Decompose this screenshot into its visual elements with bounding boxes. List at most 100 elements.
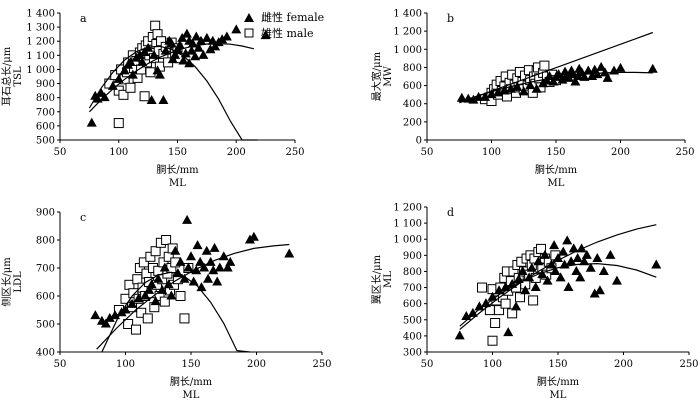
y-axis-label-cn: 翼区长/μm — [371, 254, 383, 304]
y-tick-label: 600 — [403, 299, 422, 310]
y-tick-label: 1 200 — [26, 37, 55, 48]
y-tick-label: 700 — [36, 107, 55, 118]
female-point — [562, 235, 573, 245]
male-point — [490, 318, 501, 328]
male-point — [161, 235, 172, 245]
y-tick-label: 600 — [36, 121, 55, 132]
x-tick-label: 100 — [116, 359, 135, 370]
y-tick-label: 1 000 — [393, 45, 422, 56]
female-point — [180, 48, 191, 58]
female-point — [563, 282, 574, 292]
y-tick-label: 800 — [36, 236, 55, 247]
y-axis-label-cn: 最大宽/μm — [370, 51, 383, 101]
male-point — [175, 291, 186, 301]
y-axis-label-cn: 耳石总长/μm — [0, 46, 13, 106]
panel-letter: c — [80, 211, 86, 224]
female-point — [212, 276, 223, 286]
female-point — [611, 275, 622, 285]
female-point — [548, 76, 559, 86]
female-point — [566, 256, 577, 266]
female-point — [531, 83, 542, 93]
female-point — [549, 240, 560, 250]
x-axis-label-en: ML — [548, 178, 565, 189]
female-point — [487, 291, 498, 301]
female-point — [199, 262, 210, 272]
panel-b: 50 100 150 200 250 0 200 400 600 800 1 000 1 200 1 4… — [370, 9, 695, 190]
female-point — [203, 273, 214, 283]
female-point — [134, 49, 145, 59]
female-point — [201, 32, 212, 42]
x-tick-label: 50 — [54, 147, 67, 158]
female-point — [170, 245, 181, 255]
female-point — [175, 256, 186, 266]
panel-a: 50 100 150 200 250 500 600 700 800 900 1 000 1 100 1… — [0, 9, 305, 190]
x-axis-label-cn: 胴长/mm — [156, 164, 199, 176]
y-axis-label-en: MW — [383, 66, 394, 87]
female-point — [188, 276, 199, 286]
x-tick-label: 150 — [546, 147, 565, 158]
panel-c: 50 100 150 200 250 400 500 600 700 800 900 c 胴长/mm ML… — [0, 208, 332, 400]
female-point — [553, 253, 563, 263]
x-tick-label: 250 — [285, 147, 304, 158]
y-tick-label: 300 — [403, 348, 422, 359]
female-point — [186, 45, 197, 55]
female-point — [468, 94, 479, 104]
female-point — [568, 243, 579, 253]
male-point — [138, 257, 149, 268]
female-point — [209, 242, 220, 252]
female-point — [217, 34, 228, 44]
legend-female-label: 雌性 female — [261, 10, 324, 24]
female-point — [221, 31, 232, 41]
x-axis-label-cn: 胴长/mm — [537, 376, 580, 388]
female-point — [140, 290, 151, 300]
x-tick-label: 50 — [421, 147, 434, 158]
x-tick-label: 100 — [482, 147, 501, 158]
y-tick-label: 900 — [36, 208, 55, 219]
male-point — [136, 307, 147, 318]
female-point — [149, 49, 159, 59]
panel-letter: b — [447, 12, 454, 25]
x-tick-label: 150 — [168, 147, 187, 158]
female-point — [517, 265, 528, 275]
female-point — [170, 49, 181, 59]
female-point — [539, 249, 550, 259]
y-tick-label: 1 200 — [393, 27, 422, 38]
female-fit-curve — [459, 224, 657, 330]
female-point — [553, 69, 564, 79]
female-point — [178, 55, 189, 65]
female-point — [480, 91, 491, 101]
x-axis-label-cn: 胴长/mm — [535, 164, 578, 176]
female-point — [284, 248, 295, 258]
male-point — [130, 324, 141, 335]
female-point — [647, 63, 658, 73]
female-point — [512, 81, 523, 91]
female-fit-curve — [96, 243, 290, 350]
male-point — [123, 319, 134, 329]
x-tick-label: 200 — [227, 147, 246, 158]
y-axis-label-en: LDL — [13, 271, 24, 293]
male-point — [535, 243, 546, 254]
panel-letter: a — [80, 12, 87, 25]
y-tick-label: 600 — [36, 292, 55, 303]
female-point — [579, 256, 590, 266]
female-point — [518, 86, 529, 96]
female-point — [605, 249, 616, 259]
female-point — [137, 56, 148, 66]
female-point — [537, 269, 548, 279]
y-tick-label: 700 — [403, 283, 422, 294]
male-point — [477, 282, 488, 293]
x-tick-label: 200 — [247, 359, 266, 370]
female-point — [222, 262, 233, 272]
female-point — [182, 214, 193, 224]
male-point — [150, 246, 161, 257]
female-point — [530, 282, 541, 292]
female-point — [86, 117, 97, 127]
female-point — [480, 298, 491, 308]
legend-male-label: 雄性 male — [261, 26, 314, 40]
female-point — [201, 245, 212, 255]
x-tick-label: 150 — [181, 359, 200, 370]
female-point — [120, 304, 131, 314]
x-tick-label: 250 — [312, 359, 331, 370]
y-tick-label: 1 000 — [393, 235, 422, 246]
